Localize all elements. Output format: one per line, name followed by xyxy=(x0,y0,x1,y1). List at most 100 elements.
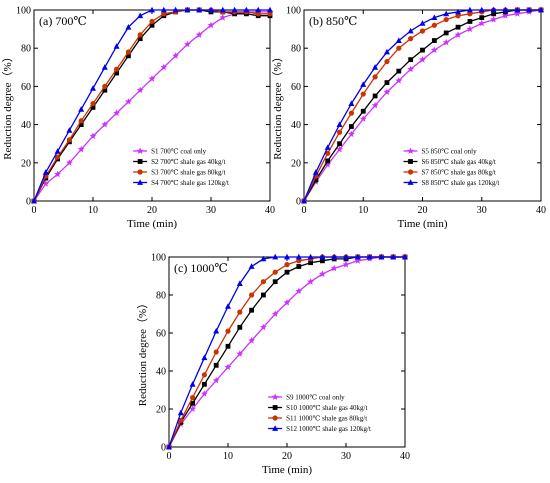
data-point xyxy=(196,6,203,13)
data-point xyxy=(408,57,414,63)
data-point xyxy=(160,6,167,13)
data-point xyxy=(272,269,278,275)
data-point xyxy=(161,11,167,17)
data-point xyxy=(207,21,215,29)
data-point xyxy=(137,12,144,19)
data-point xyxy=(78,106,85,112)
data-point xyxy=(348,110,354,116)
data-point xyxy=(296,258,302,264)
data-point xyxy=(395,77,403,84)
data-point xyxy=(359,115,367,122)
data-point xyxy=(283,299,291,306)
data-point xyxy=(166,443,172,450)
data-point xyxy=(202,381,207,387)
data-point xyxy=(490,6,497,13)
data-point xyxy=(320,258,325,264)
data-point xyxy=(160,63,168,71)
data-point xyxy=(172,6,179,13)
data-point xyxy=(431,14,438,21)
legend-entry: S4 700℃ shale gas 120kg/t xyxy=(151,179,229,187)
data-point xyxy=(325,158,331,164)
y-tick-label: 40 xyxy=(156,367,166,378)
data-point xyxy=(77,145,85,153)
data-point xyxy=(319,253,326,260)
data-point xyxy=(54,148,61,154)
data-point xyxy=(137,32,143,38)
legend-entry: S9 1000℃ coal only xyxy=(286,394,345,402)
data-point xyxy=(284,269,290,275)
data-point xyxy=(396,68,402,74)
data-point xyxy=(455,8,462,15)
data-point xyxy=(272,253,279,260)
y-tick-label: 20 xyxy=(156,405,166,416)
x-tick-label: 0 xyxy=(32,205,37,216)
data-point xyxy=(419,56,426,63)
x-tick-label: 0 xyxy=(302,205,307,216)
data-point xyxy=(271,310,279,317)
data-point xyxy=(395,37,402,43)
data-point xyxy=(538,6,544,13)
data-point xyxy=(466,6,473,13)
data-point xyxy=(431,22,437,28)
x-axis-label: Time (min) xyxy=(397,218,447,230)
data-point xyxy=(371,101,379,109)
data-point xyxy=(354,257,362,264)
data-point xyxy=(248,337,255,344)
data-point xyxy=(102,83,108,89)
panel-label: (c) 1000℃ xyxy=(174,261,228,275)
x-axis-label: Time (min) xyxy=(127,218,177,230)
y-axis-label: Reduction degree（%） xyxy=(271,51,284,159)
data-point xyxy=(201,390,208,397)
data-point xyxy=(402,253,408,260)
data-point xyxy=(324,144,331,150)
data-point xyxy=(255,11,261,17)
data-point xyxy=(190,400,195,406)
data-point xyxy=(307,278,314,285)
data-point xyxy=(172,52,179,59)
data-point xyxy=(125,23,132,30)
data-point xyxy=(372,64,379,70)
data-point xyxy=(313,177,319,183)
data-point xyxy=(384,58,390,65)
data-point xyxy=(408,36,414,42)
y-tick-label: 0 xyxy=(296,197,301,208)
data-point xyxy=(260,255,267,262)
data-point xyxy=(248,263,255,269)
data-point xyxy=(360,81,367,87)
panel-1: 0 10 20 30 40 0 20 40 60 80 100 Time (min) Reduction… xyxy=(1,6,275,231)
data-point xyxy=(66,127,73,133)
data-point xyxy=(260,323,267,331)
data-point xyxy=(455,13,461,19)
y-tick-label: 100 xyxy=(16,6,31,17)
legend-entry: S2 700℃ shale gas 40kg/t xyxy=(151,158,225,166)
data-point xyxy=(78,122,84,127)
x-tick-label: 30 xyxy=(477,205,487,216)
data-point xyxy=(443,30,449,36)
data-point xyxy=(336,145,343,153)
legend-marker xyxy=(271,393,279,400)
y-tick-label: 20 xyxy=(21,158,31,169)
data-point xyxy=(378,253,385,260)
data-point xyxy=(114,70,119,76)
legend-entry: S6 850℃ shale gas 40kg/t xyxy=(422,158,496,166)
data-point xyxy=(295,287,303,295)
legend-entry: S11 1000℃ shale gas 80kg/t xyxy=(286,415,367,423)
y-tick-label: 20 xyxy=(291,158,301,169)
legend-marker xyxy=(137,179,144,185)
data-point xyxy=(272,279,278,285)
y-tick-label: 40 xyxy=(291,120,301,131)
data-point xyxy=(113,109,120,117)
data-point xyxy=(383,88,391,95)
data-point xyxy=(114,66,120,72)
data-point xyxy=(219,6,226,13)
data-point xyxy=(490,16,497,23)
data-point xyxy=(201,372,207,378)
data-point xyxy=(307,253,314,260)
panel-label: (b) 850℃ xyxy=(309,14,357,28)
y-tick-label: 0 xyxy=(26,197,31,208)
legend-marker xyxy=(136,147,144,154)
data-point xyxy=(342,261,350,268)
data-point xyxy=(308,260,313,266)
data-point xyxy=(295,253,302,260)
data-point xyxy=(225,343,231,349)
